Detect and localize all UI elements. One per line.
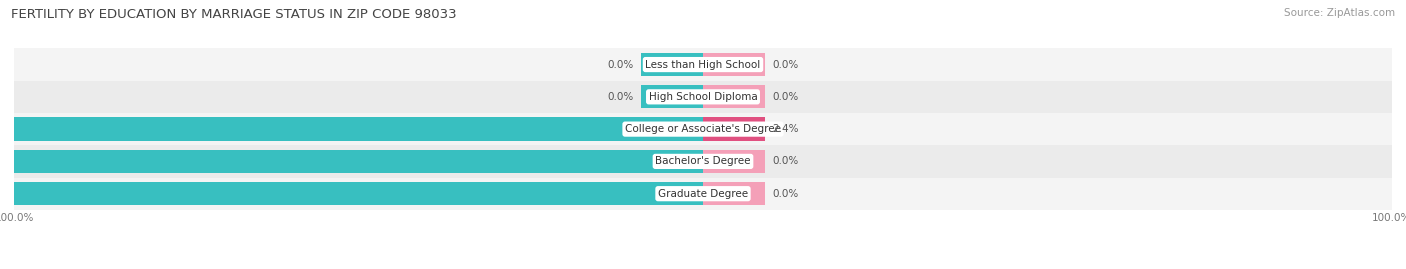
Bar: [703, 53, 765, 76]
Text: Less than High School: Less than High School: [645, 59, 761, 70]
Bar: [14, 145, 1392, 178]
Text: Source: ZipAtlas.com: Source: ZipAtlas.com: [1284, 8, 1395, 18]
Text: 0.0%: 0.0%: [772, 189, 799, 199]
Text: FERTILITY BY EDUCATION BY MARRIAGE STATUS IN ZIP CODE 98033: FERTILITY BY EDUCATION BY MARRIAGE STATU…: [11, 8, 457, 21]
Bar: [14, 178, 1392, 210]
Text: 0.0%: 0.0%: [772, 156, 799, 167]
Text: 2.4%: 2.4%: [772, 124, 799, 134]
Text: Graduate Degree: Graduate Degree: [658, 189, 748, 199]
Bar: [14, 48, 1392, 81]
Bar: [703, 182, 765, 205]
Text: College or Associate's Degree: College or Associate's Degree: [626, 124, 780, 134]
Bar: [641, 53, 703, 76]
Text: 0.0%: 0.0%: [772, 59, 799, 70]
Text: 0.0%: 0.0%: [772, 92, 799, 102]
Bar: [703, 118, 765, 141]
Text: Bachelor's Degree: Bachelor's Degree: [655, 156, 751, 167]
Bar: [703, 85, 765, 108]
Bar: [641, 85, 703, 108]
Text: High School Diploma: High School Diploma: [648, 92, 758, 102]
Bar: [0, 118, 703, 141]
Bar: [14, 81, 1392, 113]
Bar: [0, 182, 703, 205]
Bar: [703, 150, 765, 173]
Bar: [0, 150, 703, 173]
Text: 0.0%: 0.0%: [607, 59, 634, 70]
Bar: [14, 113, 1392, 145]
Text: 0.0%: 0.0%: [607, 92, 634, 102]
